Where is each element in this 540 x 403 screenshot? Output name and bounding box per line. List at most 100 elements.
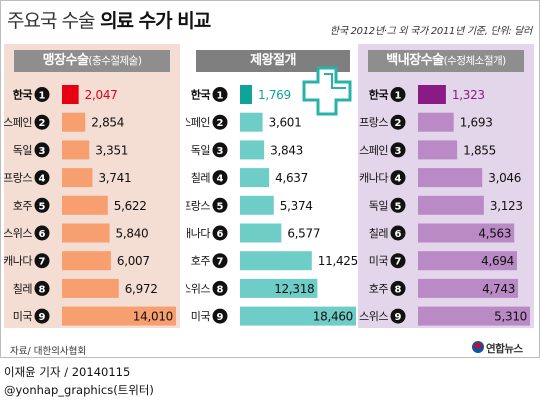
credit-twitter: @yonhap_graphics(트위터) (4, 383, 154, 397)
value-label: 2,854 (91, 116, 124, 130)
rank-badge (212, 308, 228, 324)
rank-badge (34, 253, 50, 269)
bar-cesarean (240, 306, 356, 326)
bar-cesarean (240, 112, 263, 132)
rank-badge (390, 142, 406, 158)
bar-cataract (418, 195, 484, 215)
bar-cataract (418, 168, 483, 188)
bar-appendectomy (62, 223, 110, 243)
bar-chart-cataract: 한국 1 1,323 프랑스 2 1,693 스페인 3 1,855 캐나다 4 3,046 독일 5 3,… (359, 85, 530, 326)
rank-badge (390, 197, 406, 213)
rank-badge (390, 253, 406, 269)
source-note: 자료/ 대한의사협회 (10, 346, 87, 357)
rank-number: 2 (217, 118, 224, 129)
rank-number: 5 (39, 201, 46, 212)
rank-number: 8 (395, 284, 402, 295)
rank-number: 5 (395, 201, 402, 212)
bar-appendectomy (62, 168, 93, 188)
category-label: 독일 (13, 143, 33, 157)
category-label: 프랑스 (359, 116, 388, 129)
panel-title-sub: (충수절제술) (88, 55, 142, 67)
bar-cesarean (240, 195, 274, 215)
bar-appendectomy (62, 112, 86, 132)
value-label: 3,741 (98, 171, 131, 185)
value-label: 3,601 (269, 116, 302, 130)
yonhap-logo-icon (472, 341, 484, 353)
rank-number: 9 (39, 312, 46, 323)
value-label: 4,637 (275, 171, 308, 185)
rank-badge (212, 197, 228, 213)
bar-appendectomy (62, 278, 119, 298)
rank-number: 7 (217, 257, 224, 268)
rank-number: 1 (217, 91, 224, 102)
category-label: 칠레 (369, 227, 388, 240)
value-label: 12,318 (274, 282, 314, 296)
credit-reporter: 이재윤 기자 / 20140115 (4, 365, 131, 379)
bar-cataract (418, 112, 454, 132)
value-label: 11,425 (318, 254, 358, 268)
value-label: 4,694 (481, 254, 514, 268)
category-label: 스위스 (4, 227, 32, 240)
rank-badge (34, 280, 50, 296)
rank-badge (390, 114, 406, 130)
rank-badge (212, 142, 228, 158)
rank-number: 4 (217, 174, 224, 185)
rank-number: 5 (217, 201, 224, 212)
value-label: 5,374 (280, 199, 313, 213)
rank-badge (212, 87, 228, 102)
panel-cataract: 백내장수술(수정체소절개) 한국 1 1,323 프랑스 2 1,693 스페인 3 1,855… (358, 44, 534, 328)
panel-appendectomy: 맹장수술(충수절제술) 한국 1 2,047 스페인 2 2,854 독일 3 3,351 프랑스… (4, 44, 180, 328)
category-label: 독일 (191, 143, 211, 157)
value-label: 4,743 (482, 282, 515, 296)
title-part2: 의료 수가 비교 (94, 10, 211, 32)
rank-number: 9 (395, 312, 402, 323)
value-label: 3,123 (490, 199, 523, 213)
value-label: 6,577 (287, 227, 320, 241)
bar-appendectomy (62, 251, 111, 271)
panel-title: 제왕절개 (196, 50, 350, 72)
rank-badge (34, 225, 50, 241)
category-label: 프랑스 (4, 172, 32, 185)
category-label: 스위스 (359, 310, 388, 323)
value-label: 5,310 (494, 310, 527, 324)
rank-badge (390, 280, 406, 296)
category-label: 독일 (369, 198, 389, 212)
rank-number: 6 (217, 229, 224, 240)
rank-number: 7 (39, 257, 46, 268)
rank-badge (390, 225, 406, 241)
category-label: 한국 (369, 88, 389, 102)
bar-appendectomy (62, 195, 108, 215)
value-label: 6,972 (125, 282, 158, 296)
panel-title-sub: (수정체소절개) (443, 55, 507, 67)
rank-number: 2 (39, 118, 46, 129)
bar-appendectomy (62, 306, 176, 326)
rank-number: 7 (395, 257, 402, 268)
rank-badge (390, 87, 406, 102)
bar-cesarean (240, 140, 265, 160)
value-label: 3,046 (488, 171, 521, 185)
value-label: 5,622 (114, 199, 147, 213)
value-label: 5,840 (116, 227, 149, 241)
rank-badge (34, 170, 50, 186)
rank-badge (34, 308, 50, 324)
category-label: 호주 (369, 282, 389, 295)
rank-number: 4 (39, 174, 46, 185)
bar-cataract (418, 306, 530, 326)
rank-number: 2 (395, 118, 402, 129)
rank-badge (212, 225, 228, 241)
value-label: 6,007 (117, 254, 150, 268)
category-label: 한국 (13, 88, 33, 102)
category-label: 칠레 (13, 282, 32, 295)
category-label: 스위스 (186, 282, 210, 295)
bar-cesarean (240, 85, 252, 104)
rank-badge (34, 142, 50, 158)
rank-number: 8 (217, 284, 224, 295)
logo-text: 연합뉴스 (486, 343, 523, 355)
rank-number: 9 (217, 312, 224, 323)
rank-badge (390, 308, 406, 324)
title-part1: 주요국 수술 (7, 10, 95, 32)
category-label: 캐나다 (4, 255, 32, 268)
rank-badge (34, 197, 50, 213)
rank-number: 3 (217, 146, 224, 157)
bar-cataract (418, 278, 519, 298)
